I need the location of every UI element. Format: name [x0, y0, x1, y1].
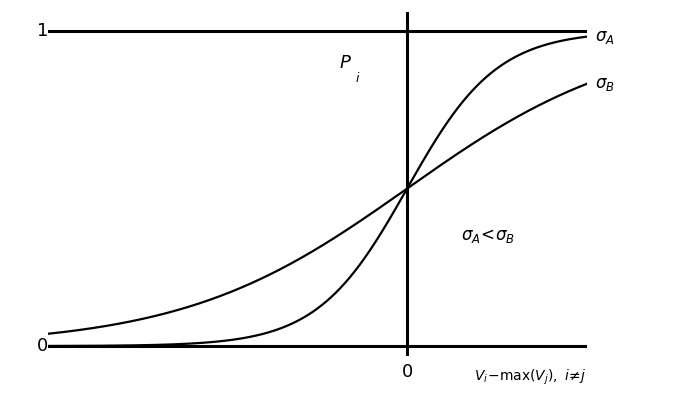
Text: $\sigma_A$: $\sigma_A$ — [595, 28, 615, 46]
Text: P: P — [340, 53, 351, 72]
Text: i: i — [355, 72, 359, 85]
Text: 0: 0 — [402, 363, 413, 381]
Text: $\sigma_B$: $\sigma_B$ — [595, 75, 615, 93]
Text: 0: 0 — [37, 337, 48, 355]
Text: $V_i\!-\!\max(V_j),\ i\!\neq\! j$: $V_i\!-\!\max(V_j),\ i\!\neq\! j$ — [474, 368, 586, 387]
Text: $\sigma_A\!<\!\sigma_B$: $\sigma_A\!<\!\sigma_B$ — [461, 227, 515, 245]
Text: 1: 1 — [37, 22, 48, 40]
